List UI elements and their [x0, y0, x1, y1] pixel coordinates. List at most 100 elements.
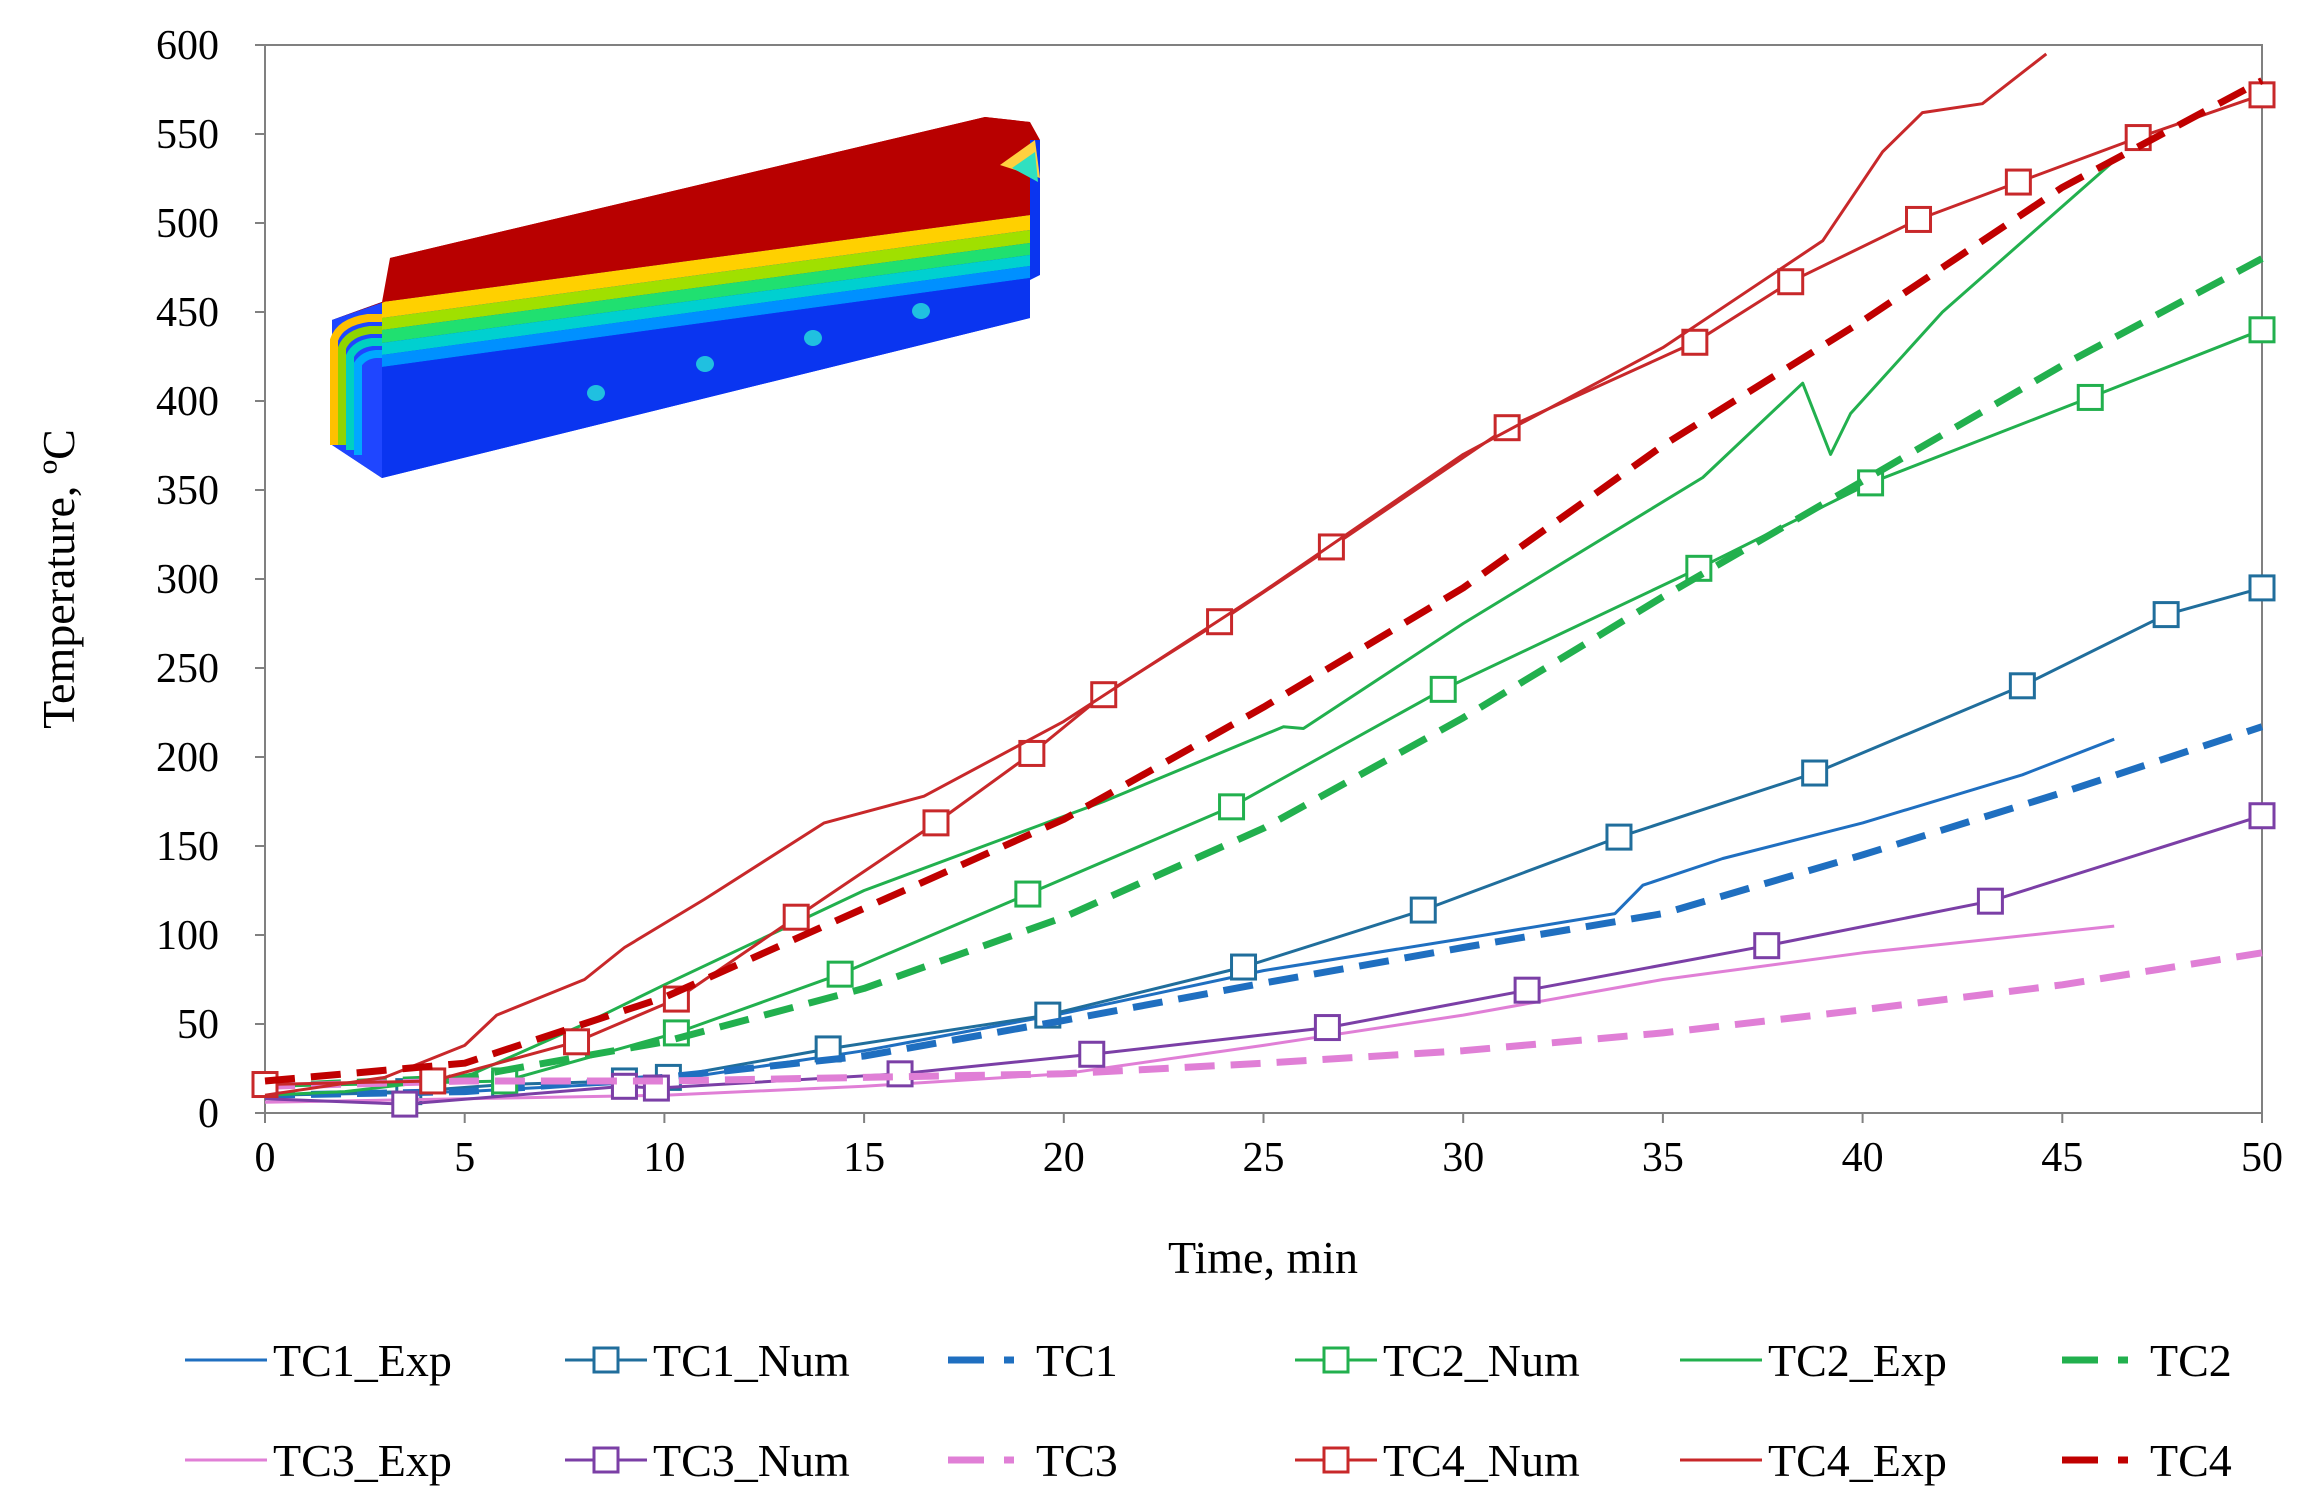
y-tick-label: 50 — [177, 1002, 219, 1048]
legend-label: TC2_Exp — [1768, 1335, 1947, 1386]
data-point-marker — [1605, 823, 1633, 851]
legend-item-tc4-exp: TC4_Exp — [1680, 1435, 1947, 1486]
series-tc1-num — [264, 574, 2276, 1106]
series-tc3-num — [264, 802, 2276, 1118]
data-point-marker — [1905, 205, 1933, 233]
series-line — [264, 159, 2116, 1097]
y-tick-label: 300 — [156, 557, 219, 603]
data-point-marker — [2152, 601, 2180, 629]
series-line — [264, 924, 2115, 1104]
data-point-marker — [2008, 672, 2036, 700]
plot-frame — [264, 44, 2263, 1114]
data-point-marker — [2004, 168, 2032, 196]
x-tick-label: 35 — [1642, 1135, 1684, 1181]
data-point-marker — [2248, 316, 2276, 344]
legend: TC1_Exp TC1_Num TC1 TC2_Num TC2_Exp TC2 TC3_Ex… — [185, 1335, 2232, 1486]
series-layer — [251, 52, 2276, 1118]
legend-item-tc2-num: TC2_Num — [1295, 1335, 1580, 1386]
data-point-marker — [419, 1067, 447, 1095]
data-point-marker — [826, 960, 854, 988]
x-tick-label: 5 — [454, 1135, 475, 1181]
y-tick-label: 0 — [198, 1091, 219, 1137]
legend-label: TC4_Num — [1383, 1435, 1580, 1486]
y-tick-label: 100 — [156, 913, 219, 959]
x-tick-label: 0 — [255, 1135, 276, 1181]
y-tick-label: 400 — [156, 379, 219, 425]
data-point-marker — [1313, 1014, 1341, 1042]
legend-item-tc3-exp: TC3_Exp — [185, 1435, 452, 1486]
series-tc4-exp — [264, 52, 2048, 1097]
data-point-marker — [1801, 759, 1829, 787]
legend-item-tc4-num: TC4_Num — [1295, 1435, 1580, 1486]
series-tc2 — [264, 255, 2264, 1090]
data-point-marker — [1018, 739, 1046, 767]
legend-marker — [1322, 1446, 1350, 1474]
legend-label: TC2 — [2150, 1335, 2232, 1386]
y-tick-label: 500 — [156, 201, 219, 247]
legend-item-tc2: TC2 — [2062, 1335, 2232, 1386]
legend-marker — [592, 1346, 620, 1374]
series-tc3 — [264, 949, 2263, 1090]
y-tick-label: 150 — [156, 824, 219, 870]
legend-label: TC3_Exp — [273, 1435, 452, 1486]
x-tick-label: 25 — [1243, 1135, 1285, 1181]
data-point-marker — [1685, 554, 1713, 582]
data-point-marker — [922, 809, 950, 837]
legend-item-tc1: TC1 — [948, 1335, 1118, 1386]
series-tc3-exp — [264, 924, 2115, 1104]
legend-label: TC1_Exp — [273, 1335, 452, 1386]
legend-item-tc4: TC4 — [2062, 1435, 2232, 1486]
legend-label: TC4 — [2150, 1435, 2232, 1486]
data-point-marker — [1513, 976, 1541, 1004]
y-tick-label: 250 — [156, 646, 219, 692]
x-axis-ticks: 0 5 10 15 20 25 30 35 40 45 50 — [255, 1113, 2283, 1181]
legend-item-tc3: TC3 — [948, 1435, 1118, 1486]
data-point-marker — [782, 903, 810, 931]
series-line — [264, 77, 2264, 1085]
y-axis-ticks: 0 50 100 150 200 250 300 350 400 450 500 550 600 — [156, 23, 265, 1137]
model-inset-illustration — [330, 117, 1040, 478]
data-point-marker — [2248, 574, 2276, 602]
data-point-marker — [1429, 675, 1457, 703]
x-tick-label: 50 — [2241, 1135, 2283, 1181]
x-tick-label: 30 — [1442, 1135, 1484, 1181]
series-line — [264, 255, 2264, 1090]
series-tc4 — [264, 77, 2264, 1085]
legend-label: TC3_Num — [653, 1435, 850, 1486]
data-point-marker — [1409, 896, 1437, 924]
y-tick-label: 600 — [156, 23, 219, 69]
y-tick-label: 450 — [156, 290, 219, 336]
data-point-marker — [2248, 81, 2276, 109]
data-point-marker — [2076, 383, 2104, 411]
legend-label: TC3 — [1036, 1435, 1118, 1486]
data-point-marker — [563, 1028, 591, 1056]
legend-label: TC4_Exp — [1768, 1435, 1947, 1486]
y-tick-label: 200 — [156, 735, 219, 781]
y-tick-label: 350 — [156, 468, 219, 514]
data-point-marker — [1014, 880, 1042, 908]
data-point-marker — [1753, 932, 1781, 960]
data-point-marker — [391, 1090, 419, 1118]
legend-item-tc1-exp: TC1_Exp — [185, 1335, 452, 1386]
legend-item-tc1-num: TC1_Num — [565, 1335, 850, 1386]
data-point-marker — [1218, 793, 1246, 821]
x-tick-label: 45 — [2041, 1135, 2083, 1181]
y-axis-title: Temperature, ºC — [33, 429, 84, 729]
legend-label: TC1 — [1036, 1335, 1118, 1386]
legend-marker — [1322, 1346, 1350, 1374]
data-point-marker — [1976, 887, 2004, 915]
series-line — [264, 52, 2048, 1097]
data-point-marker — [1681, 328, 1709, 356]
legend-label: TC2_Num — [1383, 1335, 1580, 1386]
series-tc2-exp — [264, 159, 2116, 1097]
y-tick-label: 550 — [156, 112, 219, 158]
data-point-marker — [1777, 268, 1805, 296]
data-point-marker — [1230, 953, 1258, 981]
legend-label: TC1_Num — [653, 1335, 850, 1386]
legend-item-tc2-exp: TC2_Exp — [1680, 1335, 1947, 1386]
legend-marker — [592, 1446, 620, 1474]
x-axis-title: Time, min — [1168, 1232, 1358, 1283]
x-tick-label: 10 — [643, 1135, 685, 1181]
x-tick-label: 15 — [843, 1135, 885, 1181]
